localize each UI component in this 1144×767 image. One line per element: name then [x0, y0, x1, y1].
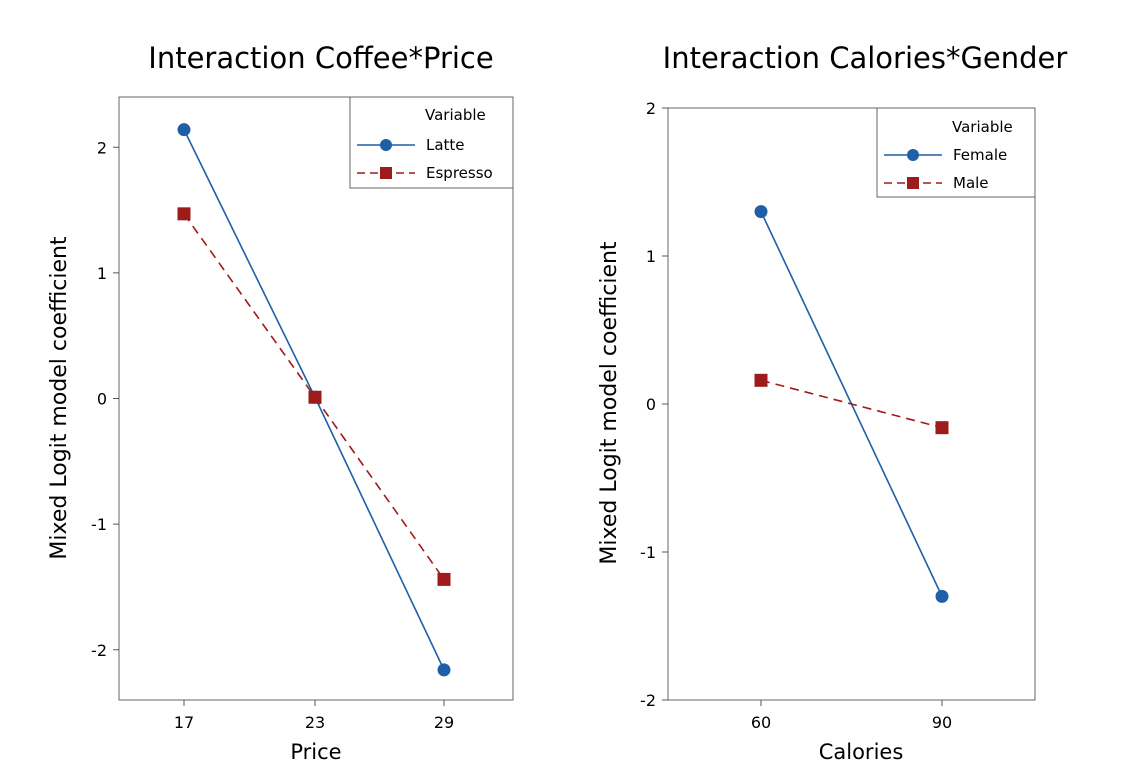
- y-tick-label: 2: [646, 99, 656, 118]
- y-axis-label: Mixed Logit model coefficient: [47, 236, 72, 559]
- legend: Variable Latte Espresso: [349, 96, 514, 189]
- x-axis-label: Price: [290, 740, 341, 764]
- x-axis: 17 23 29: [174, 700, 454, 732]
- legend-title: Variable: [425, 106, 486, 124]
- series-line-male: [760, 379, 943, 429]
- data-point-female: [935, 589, 949, 603]
- legend-marker-circle: [380, 139, 392, 151]
- legend-label: Latte: [426, 136, 465, 154]
- legend-label: Male: [953, 174, 989, 192]
- y-tick-label: 2: [97, 138, 107, 157]
- chart-title: Interaction Coffee*Price: [148, 41, 493, 75]
- y-tick-label: -1: [640, 543, 656, 562]
- series-layer: [177, 123, 451, 677]
- legend-marker-square: [380, 167, 392, 179]
- data-point-espresso: [177, 207, 191, 221]
- x-tick-label: 29: [434, 713, 454, 732]
- data-point-male: [754, 373, 768, 387]
- x-axis-label: Calories: [819, 740, 904, 764]
- y-axis: -2 -1 0 1 2: [640, 99, 668, 710]
- y-axis: -2 -1 0 1 2: [91, 138, 119, 660]
- data-point-female: [754, 205, 768, 219]
- y-tick-label: -2: [91, 641, 107, 660]
- x-tick-label: 60: [751, 713, 771, 732]
- x-tick-label: 23: [305, 713, 325, 732]
- legend-item-male: Male: [884, 174, 989, 192]
- y-axis-label: Mixed Logit model coefficient: [597, 241, 622, 564]
- legend-label: Espresso: [426, 164, 493, 182]
- series-layer: [754, 205, 949, 603]
- y-tick-label: 1: [97, 264, 107, 283]
- data-point-espresso: [437, 572, 451, 586]
- legend-marker-square: [907, 177, 919, 189]
- y-tick-label: 0: [97, 390, 107, 409]
- legend-item-latte: Latte: [357, 136, 465, 154]
- legend-marker-circle: [907, 149, 919, 161]
- data-point-espresso: [308, 390, 322, 404]
- legend: Variable Female Male: [876, 107, 1036, 198]
- legend-title: Variable: [952, 118, 1013, 136]
- chart-panel-coffee-price: Interaction Coffee*Price Mixed Logit mod…: [47, 41, 514, 764]
- data-point-male: [935, 421, 949, 435]
- data-point-latte: [437, 663, 451, 677]
- legend-box: [876, 107, 1036, 198]
- legend-item-espresso: Espresso: [357, 164, 493, 182]
- y-tick-label: 0: [646, 395, 656, 414]
- x-axis: 60 90: [751, 700, 952, 732]
- data-point-latte: [177, 123, 191, 137]
- y-tick-label: -1: [91, 515, 107, 534]
- legend-item-female: Female: [884, 146, 1007, 164]
- x-tick-label: 17: [174, 713, 194, 732]
- legend-label: Female: [953, 146, 1007, 164]
- y-tick-label: 1: [646, 247, 656, 266]
- x-tick-label: 90: [932, 713, 952, 732]
- chart-panel-calories-gender: Interaction Calories*Gender Mixed Logit …: [597, 41, 1067, 764]
- chart-title: Interaction Calories*Gender: [663, 41, 1068, 75]
- y-tick-label: -2: [640, 691, 656, 710]
